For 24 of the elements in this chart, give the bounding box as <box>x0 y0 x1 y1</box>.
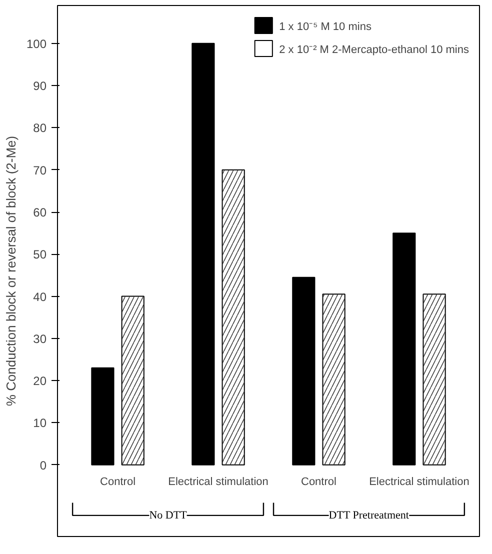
y-tick-label: 10 <box>33 416 47 430</box>
legend-label: 2 x 10⁻² M 2-Mercapto-ethanol 10 mins <box>279 42 469 56</box>
annotation: No DTT <box>149 509 188 522</box>
y-tick-label: 50 <box>33 248 47 262</box>
bar <box>392 232 416 466</box>
legend-label: 1 x 10⁻⁵ M 10 mins <box>279 20 372 32</box>
y-tick-label: 30 <box>33 332 47 346</box>
y-tick-label: 20 <box>33 374 47 388</box>
y-tick-label: 0 <box>40 458 47 472</box>
x-tick-label: Electrical stimulation <box>168 476 268 488</box>
y-tick-label: 70 <box>33 163 47 178</box>
y-tick-label: 80 <box>33 121 47 136</box>
x-tick-label: Control <box>100 476 136 488</box>
annotation: DTT Pretreatment <box>328 509 409 522</box>
y-axis-title: % Conduction block or reversal of block (2-Me) <box>3 136 18 406</box>
bar <box>192 42 215 466</box>
y-tick-label: 100 <box>26 36 47 51</box>
bar <box>91 367 114 466</box>
bar <box>292 276 316 466</box>
y-tick-label: 90 <box>33 79 47 94</box>
y-tick-label: 60 <box>33 206 47 220</box>
x-tick-label: Control <box>301 476 336 488</box>
y-tick-label: 40 <box>33 290 47 304</box>
x-tick-label: Electrical stimulation <box>369 476 470 488</box>
